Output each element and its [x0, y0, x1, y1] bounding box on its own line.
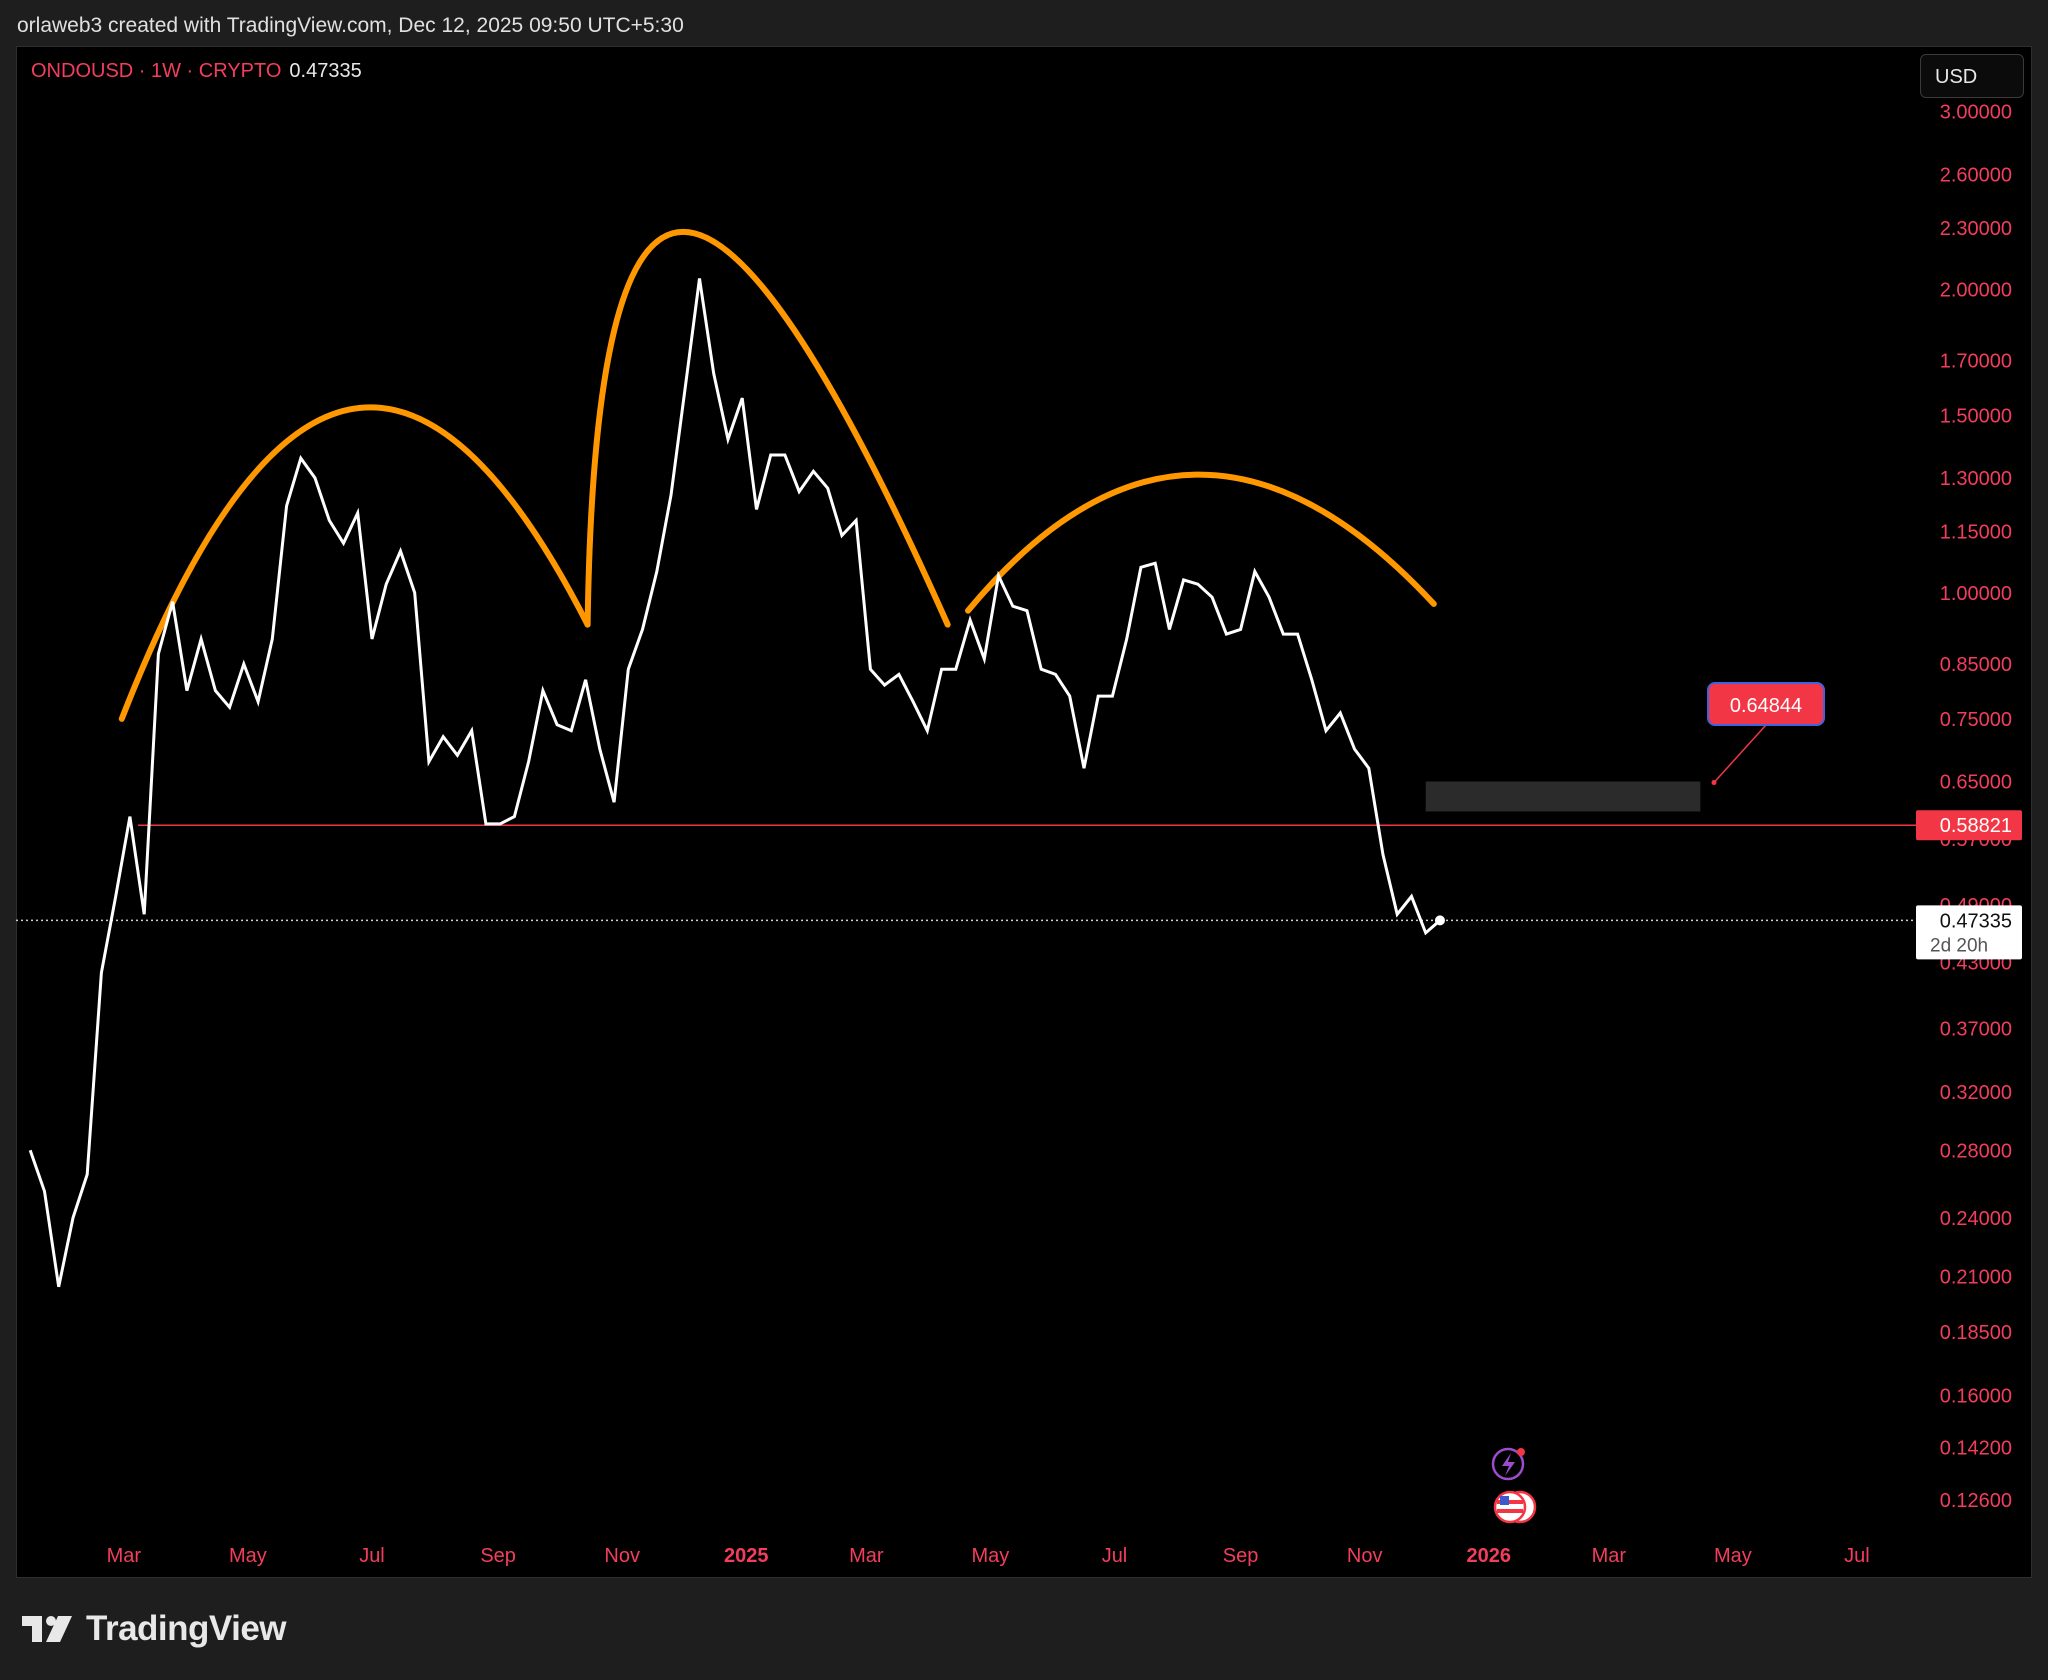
- notification-dot-icon: [1517, 1448, 1525, 1456]
- currency-button[interactable]: USD: [1920, 54, 2024, 98]
- pattern-arc-right-shoulder[interactable]: [965, 471, 1437, 614]
- y-tick-label: 0.21000: [1940, 1266, 2012, 1288]
- tradingview-logo-icon: [22, 1616, 72, 1642]
- support-price-label: 0.58821: [1940, 815, 2012, 837]
- y-tick-label: 1.00000: [1940, 583, 2012, 605]
- y-tick-label: 0.12600: [1940, 1490, 2012, 1512]
- us-flag-stripe-icon: [1497, 1500, 1523, 1504]
- last-price-dot: [1434, 915, 1445, 926]
- logo-wordmark: TradingView: [86, 1609, 287, 1648]
- x-tick-label: Nov: [1347, 1545, 1383, 1567]
- zone-rectangle[interactable]: [1425, 781, 1701, 812]
- pattern-arc-head[interactable]: [584, 229, 951, 628]
- current-price-badge: [1916, 905, 2022, 960]
- lightning-glyph-icon: [1502, 1453, 1515, 1476]
- y-tick-label: 0.32000: [1940, 1082, 2012, 1104]
- y-tick-label: 0.65000: [1940, 771, 2012, 793]
- y-tick-label: 2.30000: [1940, 218, 2012, 240]
- bar-countdown-label: 2d 20h: [1930, 935, 1988, 956]
- x-tick-label: Jul: [359, 1545, 385, 1567]
- y-tick-label: 0.16000: [1940, 1385, 2012, 1407]
- tradingview-logo: TradingView: [20, 1605, 287, 1653]
- y-tick-label: 0.18500: [1940, 1322, 2012, 1344]
- x-tick-label: Nov: [604, 1545, 640, 1567]
- pattern-arc-left-shoulder[interactable]: [118, 404, 591, 722]
- y-tick-label: 1.30000: [1940, 468, 2012, 490]
- x-tick-label: May: [971, 1545, 1009, 1567]
- symbol-label: ONDOUSD · 1W · CRYPTO: [31, 60, 282, 82]
- x-tick-label: Mar: [107, 1545, 142, 1567]
- x-tick-label: Jul: [1844, 1545, 1870, 1567]
- y-tick-label: 1.70000: [1940, 350, 2012, 372]
- support-price-badge: [1916, 810, 2022, 841]
- y-tick-label: 3.00000: [1940, 102, 2012, 124]
- price-note-box[interactable]: [1707, 682, 1825, 726]
- chart-frame[interactable]: [16, 46, 2032, 1578]
- y-tick-label: 0.28000: [1940, 1140, 2012, 1162]
- price-note-label: 0.64844: [1730, 695, 1802, 717]
- price-note-anchor: [1711, 780, 1717, 786]
- x-tick-label: Jul: [1102, 1545, 1128, 1567]
- attribution-text: orlaweb3 created with TradingView.com, D…: [17, 14, 684, 37]
- x-tick-label: Sep: [1223, 1545, 1259, 1567]
- y-tick-label: 0.24000: [1940, 1208, 2012, 1230]
- y-tick-label: 0.37000: [1940, 1018, 2012, 1040]
- y-tick-label: 0.14200: [1940, 1438, 2012, 1460]
- symbol-legend: ONDOUSD · 1W · CRYPTO 0.47335: [31, 60, 362, 83]
- x-tick-label: Sep: [480, 1545, 516, 1567]
- attribution-bar: orlaweb3 created with TradingView.com, D…: [0, 0, 2048, 48]
- price-note-connector: [1713, 724, 1767, 784]
- current-price-label: 0.47335: [1940, 910, 2012, 932]
- x-tick-label: Mar: [849, 1545, 884, 1567]
- y-tick-label: 0.75000: [1940, 709, 2012, 731]
- y-tick-label: 2.00000: [1940, 279, 2012, 301]
- x-tick-label: May: [229, 1545, 267, 1567]
- x-tick-label: 2026: [1467, 1545, 1512, 1567]
- x-tick-label: Mar: [1592, 1545, 1627, 1567]
- y-tick-label: 1.15000: [1940, 522, 2012, 544]
- y-tick-label: 2.60000: [1940, 164, 2012, 186]
- x-tick-label: May: [1714, 1545, 1752, 1567]
- y-tick-label: 1.50000: [1940, 405, 2012, 427]
- us-flag-canton-icon: [1500, 1496, 1509, 1505]
- last-price: 0.47335: [289, 60, 362, 82]
- us-flag-stripe-icon: [1497, 1509, 1523, 1513]
- y-tick-label: 0.85000: [1940, 654, 2012, 676]
- us-flag-event-icon[interactable]: [1493, 1490, 1527, 1524]
- price-series-line[interactable]: [28, 278, 1441, 1288]
- x-tick-label: 2025: [724, 1545, 769, 1567]
